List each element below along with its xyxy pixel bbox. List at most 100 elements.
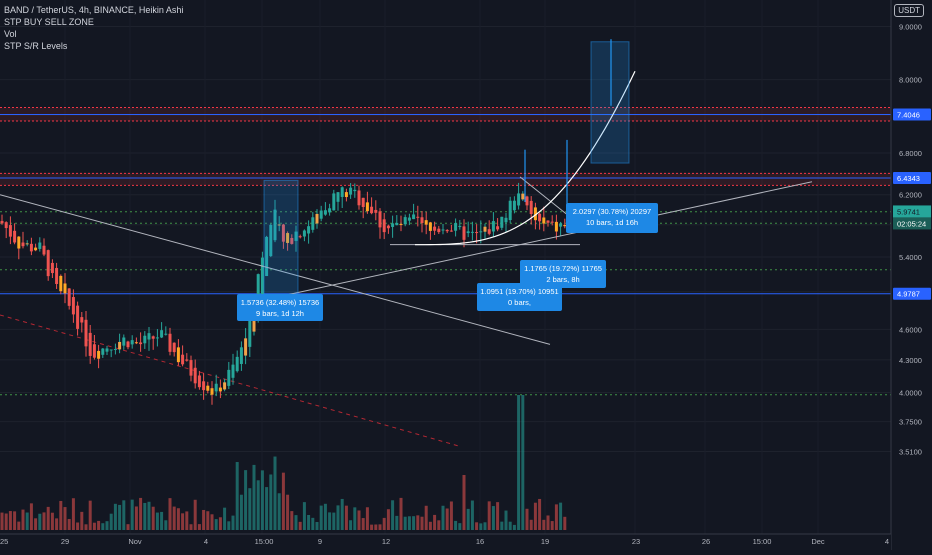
volume-bar <box>302 502 306 530</box>
volume-bar <box>483 522 487 530</box>
candle-body <box>496 226 500 230</box>
candle-body <box>307 226 311 234</box>
indicator-stp-sr-levels[interactable]: STP S/R Levels <box>4 41 68 51</box>
level-badge <box>893 171 931 184</box>
volume-bar <box>370 524 374 530</box>
candle-body <box>244 338 248 356</box>
drawings <box>0 39 813 345</box>
volume-bar <box>151 506 155 530</box>
indicator-stp-buy-sell-zone[interactable]: STP BUY SELL ZONE <box>4 17 94 27</box>
price-tick-label: 6.8000 <box>899 149 922 158</box>
volume-bar <box>433 514 437 530</box>
volume-bar <box>336 505 340 530</box>
volume-bar <box>160 511 164 530</box>
volume-bar <box>218 517 222 530</box>
volume-bar <box>559 502 563 530</box>
candle-body <box>71 297 75 315</box>
candle-body <box>512 200 516 211</box>
volume-bar <box>277 493 281 530</box>
candle-body <box>458 225 462 227</box>
time-tick-label: 9 <box>318 537 322 546</box>
volume-bar <box>109 513 113 530</box>
time-tick-label: 26 <box>702 537 710 546</box>
volume-bar <box>475 522 479 530</box>
volume-bar <box>185 511 189 530</box>
candle-body <box>302 230 306 237</box>
indicator-vol[interactable]: Vol <box>4 29 17 39</box>
candle-body <box>197 375 201 388</box>
volume-bar <box>470 500 474 530</box>
candle-body <box>88 332 92 356</box>
volume-bar <box>512 524 516 530</box>
volume-bar <box>391 500 395 530</box>
volume-bar <box>344 505 348 530</box>
measure-label-box <box>477 283 562 311</box>
measure-label-line1: 2.0297 (30.78%) 20297 <box>573 207 651 216</box>
candle-body <box>218 387 222 392</box>
volume-bar <box>168 498 172 530</box>
candle-body <box>286 233 290 243</box>
volume-bar <box>454 520 458 530</box>
candle-body <box>357 190 361 206</box>
volume-bar <box>424 505 428 530</box>
countdown-badge <box>893 217 931 230</box>
volume-bar <box>235 462 239 530</box>
grid-lines <box>0 25 891 453</box>
level-badge <box>893 287 931 300</box>
candle-body <box>118 341 122 350</box>
candles <box>0 182 567 405</box>
parabolic-curve <box>414 70 636 246</box>
candle-body <box>542 217 546 224</box>
candle-body <box>172 342 176 353</box>
candle-body <box>437 228 441 233</box>
candle-body <box>38 242 42 249</box>
volume-bar <box>386 509 390 530</box>
time-tick-label: 23 <box>632 537 640 546</box>
volume-bar <box>462 475 466 530</box>
candle-body <box>143 335 147 344</box>
candle-body <box>416 216 420 218</box>
candle-body <box>189 360 193 376</box>
candle-body <box>298 236 302 238</box>
volume-bar <box>214 519 218 530</box>
candle-body <box>176 347 180 363</box>
candle-body <box>76 305 80 329</box>
candle-body <box>475 232 479 234</box>
candle-body <box>34 247 38 251</box>
candle-body <box>311 217 315 230</box>
candle-body <box>269 224 273 257</box>
time-tick-label: Dec <box>811 537 825 546</box>
volume-bar <box>223 507 227 530</box>
volume-bar <box>323 503 327 530</box>
volume-bar <box>155 512 159 530</box>
candle-body <box>353 189 357 192</box>
volume-bar <box>210 514 214 530</box>
price-tick-label: 6.2000 <box>899 191 922 200</box>
volume-bar <box>466 508 470 530</box>
candle-body <box>210 388 214 395</box>
candle-body <box>126 341 130 348</box>
candle-body <box>67 288 71 306</box>
measure-range-4 <box>590 41 630 164</box>
volume-bar <box>508 521 512 530</box>
volume-bar <box>84 524 88 530</box>
currency-button[interactable]: USDT <box>894 4 924 17</box>
volume-bar <box>227 521 231 530</box>
candle-body <box>349 187 353 195</box>
volume-bar <box>143 502 147 530</box>
candle-body <box>80 317 84 323</box>
volume-bar <box>281 472 285 530</box>
time-tick-label: Nov <box>128 537 142 546</box>
volume-bar <box>46 506 50 530</box>
candle-body <box>378 211 382 228</box>
volume-bar <box>349 520 353 530</box>
candle-body <box>470 231 474 233</box>
volume-bar <box>328 512 332 530</box>
time-axis-bg <box>0 534 891 550</box>
measure-label-line2: 9 bars, 1d 12h <box>256 309 304 318</box>
volume-bar <box>479 523 483 530</box>
volume-bar <box>202 509 206 530</box>
volume-bar <box>126 524 130 530</box>
